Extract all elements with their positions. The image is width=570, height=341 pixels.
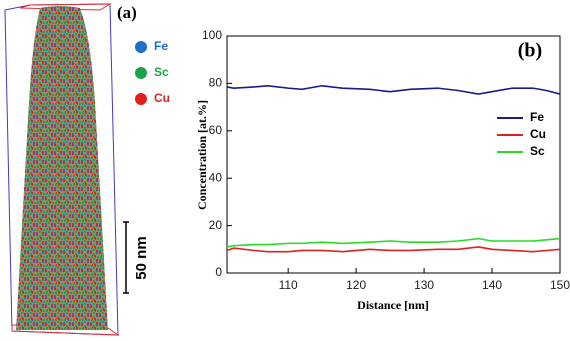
legend-label: Sc [530, 144, 545, 158]
y-tick-label: 0 [215, 265, 222, 279]
y-axis-label: Concentration [at.%] [195, 100, 209, 210]
reconstruction [16, 6, 108, 330]
x-tick-label: 130 [414, 278, 434, 292]
legend-label: Sc [154, 65, 169, 79]
x-tick-label: 120 [346, 278, 366, 292]
y-tick-label: 60 [209, 123, 223, 137]
y-tick-label: 20 [209, 218, 223, 232]
legend-label: Fe [530, 110, 544, 124]
atom-legend: Fe Sc Cu [135, 39, 170, 105]
legend-swatch [135, 41, 147, 53]
x-tick-label: 110 [279, 278, 298, 292]
y-tick-label: 40 [209, 170, 223, 184]
chart: (b) Distance [nm] Concentration [at.%] 0… [195, 28, 570, 312]
legend-label: Cu [530, 127, 546, 141]
scale-bar-label: 50 nm [133, 236, 150, 279]
legend-label: Cu [154, 91, 170, 105]
x-tick-label: 140 [482, 278, 502, 292]
series-line [226, 237, 561, 248]
series-line [226, 246, 561, 253]
panel-label: (b) [518, 40, 542, 62]
atom-map: 50 nm (a) [4, 3, 150, 336]
y-tick-label: 100 [202, 28, 222, 42]
x-tick-label: 150 [550, 278, 570, 292]
legend-swatch [135, 93, 147, 105]
plot-frame [226, 35, 561, 274]
x-axis-label: Distance [nm] [357, 298, 429, 312]
y-tick-label: 80 [209, 76, 223, 90]
legend-label: Fe [154, 39, 168, 53]
legend-swatch [135, 67, 147, 79]
series-line [226, 84, 561, 95]
panel-label: (a) [117, 3, 137, 22]
